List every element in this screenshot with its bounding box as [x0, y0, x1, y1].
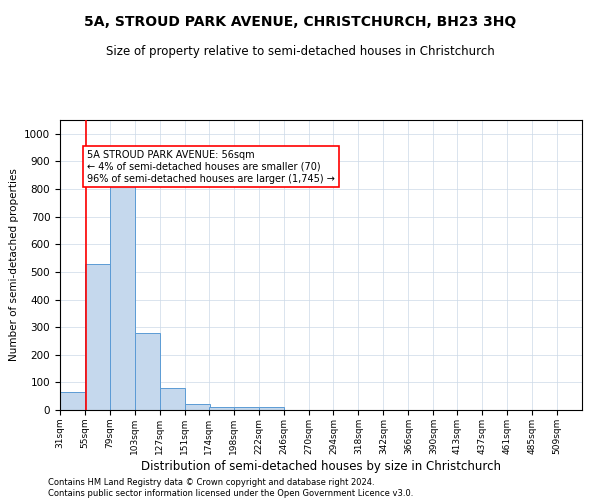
Bar — [209, 406, 233, 410]
Bar — [85, 264, 110, 410]
Text: Size of property relative to semi-detached houses in Christchurch: Size of property relative to semi-detach… — [106, 45, 494, 58]
Bar — [185, 404, 210, 410]
Bar — [135, 332, 160, 410]
Text: 5A, STROUD PARK AVENUE, CHRISTCHURCH, BH23 3HQ: 5A, STROUD PARK AVENUE, CHRISTCHURCH, BH… — [84, 15, 516, 29]
Bar — [110, 181, 135, 410]
Bar — [233, 407, 259, 410]
Bar — [259, 407, 284, 410]
Text: 5A STROUD PARK AVENUE: 56sqm
← 4% of semi-detached houses are smaller (70)
96% o: 5A STROUD PARK AVENUE: 56sqm ← 4% of sem… — [87, 150, 335, 184]
Bar — [160, 388, 185, 410]
Y-axis label: Number of semi-detached properties: Number of semi-detached properties — [8, 168, 19, 362]
X-axis label: Distribution of semi-detached houses by size in Christchurch: Distribution of semi-detached houses by … — [141, 460, 501, 472]
Text: Contains HM Land Registry data © Crown copyright and database right 2024.
Contai: Contains HM Land Registry data © Crown c… — [48, 478, 413, 498]
Bar — [60, 392, 85, 410]
